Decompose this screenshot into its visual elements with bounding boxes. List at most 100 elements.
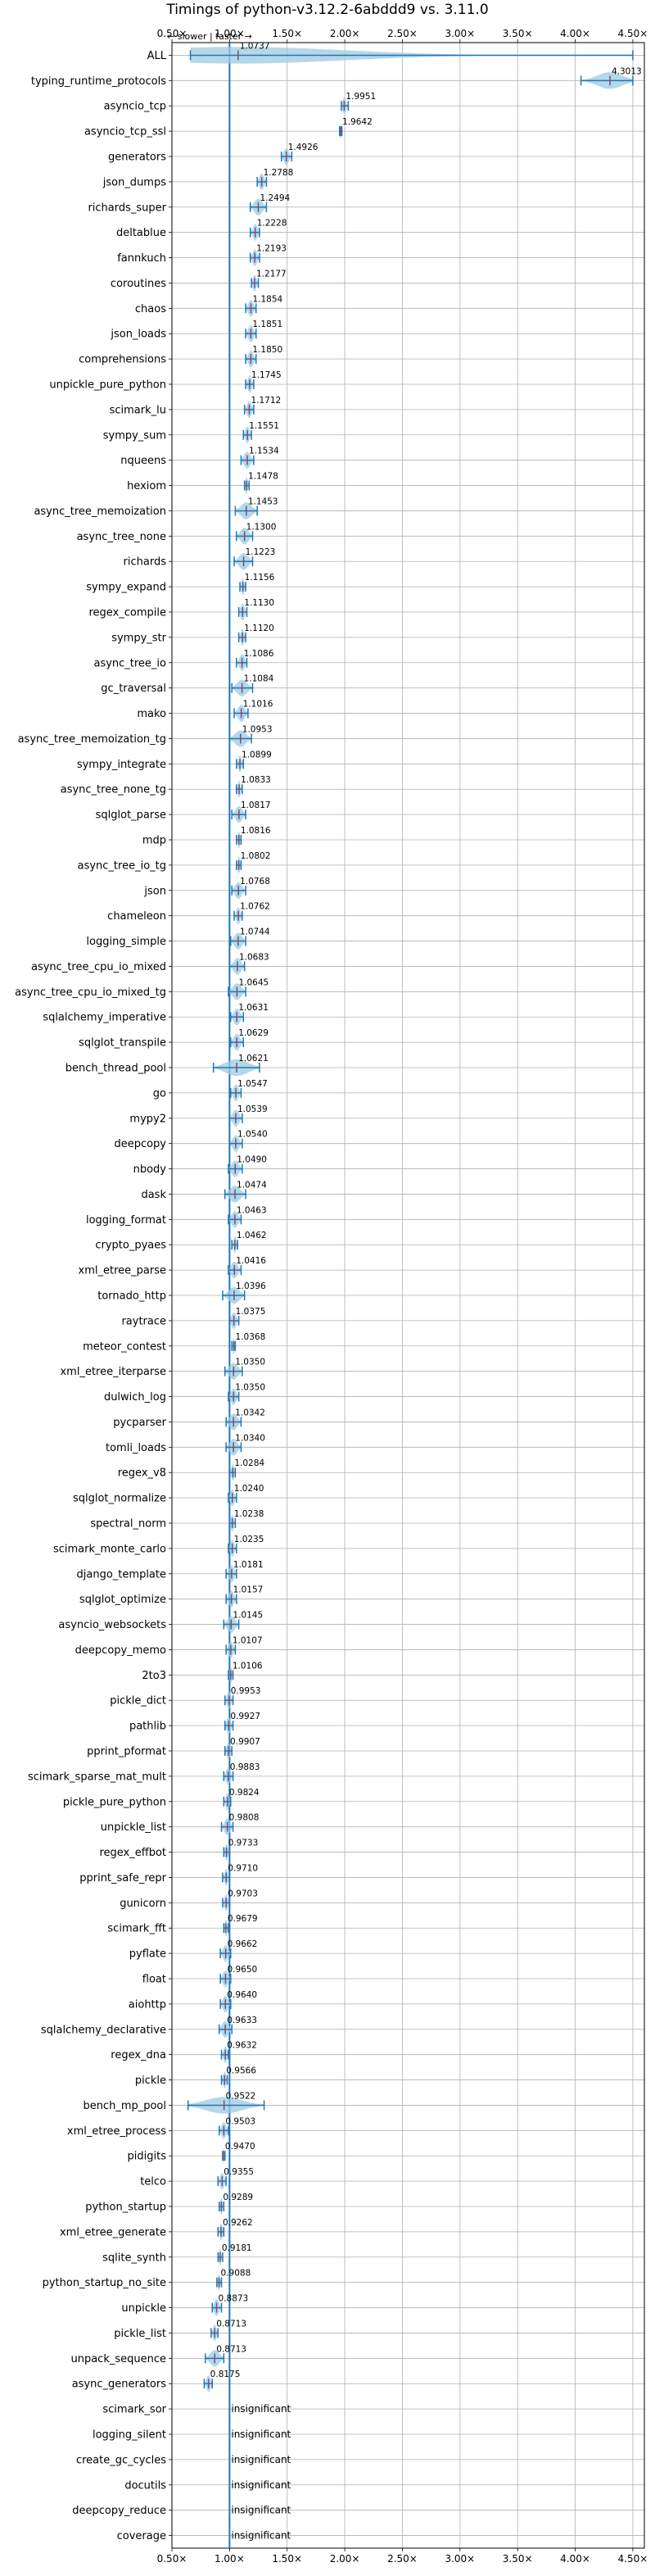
value-label: 1.0368 <box>236 1332 266 1342</box>
benchmark-label: scimark_monte_carlo <box>53 1543 166 1555</box>
benchmark-label: 2to3 <box>142 1670 166 1682</box>
benchmark-label: asyncio_tcp <box>104 101 166 113</box>
value-label: 1.1130 <box>244 598 274 608</box>
value-label: 1.0107 <box>233 1635 263 1645</box>
benchmark-violin: 1.0899 <box>236 750 272 773</box>
benchmark-violin: 0.9883 <box>223 1762 260 1785</box>
benchmark-label: async_tree_memoization <box>34 506 166 518</box>
benchmark-violin: 1.0683 <box>228 952 269 975</box>
value-label: 0.9503 <box>225 2116 255 2126</box>
benchmark-label: sympy_sum <box>103 429 166 442</box>
value-label: 1.0629 <box>238 1028 269 1038</box>
benchmark-violin: 1.9642 <box>339 117 373 140</box>
value-label: 1.0416 <box>236 1256 266 1266</box>
value-label: 1.1551 <box>249 421 279 431</box>
value-label: 1.0462 <box>237 1231 267 1240</box>
value-label: 1.0490 <box>237 1155 267 1165</box>
benchmark-label: sqlite_synth <box>102 2252 166 2264</box>
benchmark-violin: 1.2193 <box>249 244 287 266</box>
benchmark-label: sqlglot_optimize <box>79 1594 166 1606</box>
value-label: 0.9703 <box>228 1889 258 1898</box>
value-label: 0.9633 <box>227 2016 257 2025</box>
benchmark-label: mypy2 <box>129 1113 166 1125</box>
value-label: 1.1156 <box>245 573 275 583</box>
benchmark-label: generators <box>108 152 166 164</box>
value-label: 4.3013 <box>612 66 642 76</box>
benchmark-violin: 1.0621 <box>212 1054 269 1077</box>
value-label: 0.9679 <box>228 1914 258 1924</box>
benchmark-violin: 0.9808 <box>220 1813 259 1835</box>
benchmark-violin: 1.1086 <box>236 649 274 671</box>
benchmark-label: python_startup_no_site <box>43 2277 166 2289</box>
x-tick-label-top: 4.50× <box>618 28 648 39</box>
value-label: 0.9640 <box>227 1990 257 2000</box>
value-label: 1.0235 <box>234 1535 264 1544</box>
value-label: 1.9642 <box>342 117 373 127</box>
benchmark-label: xml_etree_iterparse <box>60 1366 166 1378</box>
x-tick-label-bottom: 3.00× <box>445 2553 475 2565</box>
benchmark-violin: 1.0744 <box>230 927 270 950</box>
benchmark-label: unpickle_list <box>101 1821 166 1834</box>
benchmark-label: deepcopy_reduce <box>72 2505 166 2517</box>
benchmark-label: gunicorn <box>120 1898 166 1910</box>
value-label: 1.0340 <box>235 1433 265 1443</box>
benchmark-violin: 1.0157 <box>225 1585 263 1608</box>
value-label: 0.9710 <box>228 1863 258 1873</box>
benchmark-violin: 1.1016 <box>233 700 273 722</box>
benchmark-violin: 1.1453 <box>234 497 278 519</box>
benchmark-label: hexiom <box>127 480 166 492</box>
benchmark-violin: 1.1551 <box>242 421 279 443</box>
benchmark-label: unpack_sequence <box>70 2353 166 2365</box>
benchmark-violin: 1.0474 <box>224 1180 267 1203</box>
benchmark-violin: 0.9088 <box>216 2269 251 2291</box>
benchmark-violin: 1.0762 <box>233 902 270 924</box>
benchmark-label: sqlalchemy_imperative <box>43 1012 166 1024</box>
benchmark-label: scimark_sparse_mat_mult <box>28 1771 166 1783</box>
value-label: 1.1851 <box>252 320 282 329</box>
x-tick-label-bottom: 2.50× <box>387 2553 418 2565</box>
benchmark-violin: 1.0462 <box>231 1231 267 1254</box>
benchmark-violin: 1.9951 <box>341 92 376 115</box>
benchmark-label: sympy_expand <box>86 582 166 594</box>
benchmark-label: async_tree_none <box>77 531 166 543</box>
benchmark-violin: 0.9503 <box>218 2116 255 2139</box>
benchmark-violin: 1.0181 <box>225 1560 264 1582</box>
x-tick-label-top: 2.50× <box>387 28 418 39</box>
benchmark-label: logging_format <box>86 1214 166 1227</box>
benchmark-violin: 0.8873 <box>211 2294 248 2316</box>
value-label: 1.1850 <box>252 345 282 355</box>
benchmark-violin: 1.2494 <box>249 193 291 215</box>
benchmark-label: gc_traversal <box>101 683 166 695</box>
value-label: 1.0240 <box>234 1484 264 1494</box>
value-label: 1.0540 <box>237 1130 268 1140</box>
value-label: 1.0817 <box>241 800 271 810</box>
benchmark-violin: 0.9181 <box>217 2243 252 2265</box>
benchmark-violin: 0.9650 <box>219 1965 257 1988</box>
benchmark-label: deltablue <box>116 227 166 239</box>
insignificant-label: insignificant <box>231 2454 291 2465</box>
chart-title: Timings of python-v3.12.2-6abddd9 vs. 3.… <box>166 2 489 18</box>
value-label: 1.0802 <box>241 851 271 861</box>
benchmark-violin: 0.9262 <box>217 2218 253 2241</box>
benchmark-violin: insignificant <box>231 2530 291 2542</box>
value-label: 1.2788 <box>264 168 294 178</box>
value-label: 0.9566 <box>226 2066 256 2076</box>
insignificant-label: insignificant <box>231 2505 291 2516</box>
insignificant-label: insignificant <box>231 2530 291 2542</box>
benchmark-label: python_startup <box>85 2202 166 2214</box>
benchmark-label: asyncio_tcp_ssl <box>84 126 166 138</box>
value-label: 1.0350 <box>235 1358 265 1367</box>
benchmark-violin: 0.9824 <box>223 1788 260 1810</box>
value-label: 0.9650 <box>227 1965 257 1975</box>
benchmark-violin: 1.1084 <box>231 674 274 696</box>
x-tick-label-bottom: 3.50× <box>503 2553 533 2565</box>
benchmark-violin: 0.9470 <box>222 2142 255 2165</box>
value-label: 0.8713 <box>216 2344 246 2354</box>
value-label: 0.8175 <box>210 2370 241 2379</box>
value-label: 1.0539 <box>237 1104 268 1114</box>
benchmark-label: meteor_contest <box>83 1340 166 1353</box>
benchmark-label: chameleon <box>107 910 166 923</box>
benchmark-violin: 1.0350 <box>228 1383 265 1405</box>
